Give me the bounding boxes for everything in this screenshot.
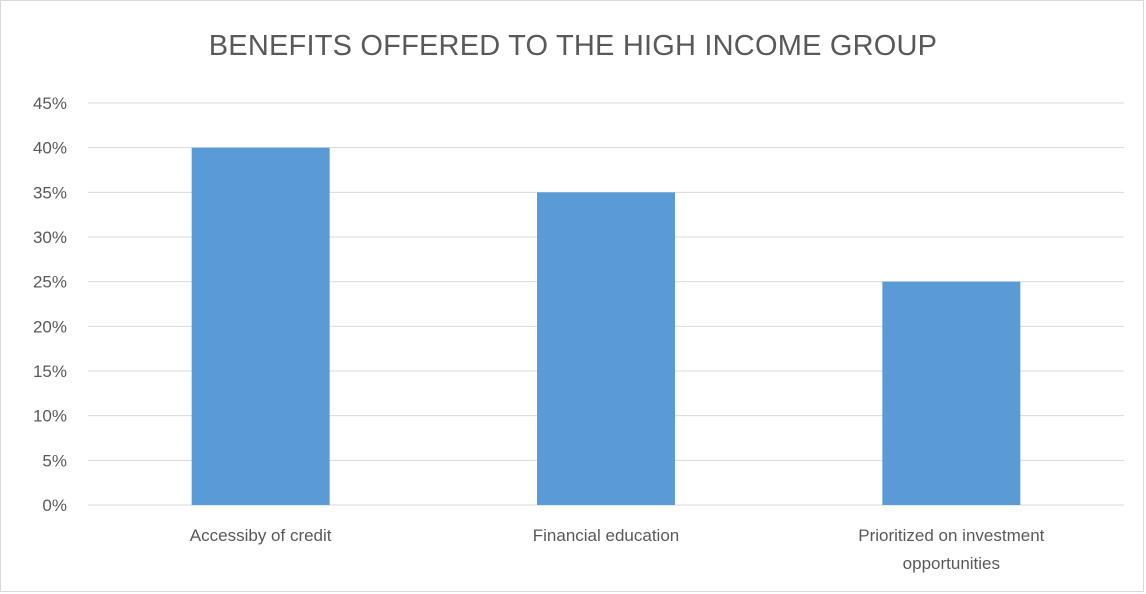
y-tick-label: 15% [33, 362, 67, 381]
x-category-label: Financial education [533, 526, 679, 545]
y-axis-ticks: 0% 5% 10% 15% 20% 25% 30% 35% 40% 45% [33, 94, 67, 515]
x-axis-labels: Accessiby of credit Financial education Pr… [190, 526, 1045, 573]
bar [537, 192, 675, 506]
x-category-label: Prioritized on investment [858, 526, 1044, 545]
y-tick-label: 35% [33, 183, 67, 202]
bars [191, 147, 1021, 506]
y-tick-label: 0% [42, 496, 67, 515]
bar [882, 281, 1021, 505]
x-category-label: Accessiby of credit [190, 526, 332, 545]
y-tick-label: 25% [33, 273, 67, 292]
y-tick-label: 20% [33, 317, 67, 336]
chart-title: BENEFITS OFFERED TO THE HIGH INCOME GROU… [208, 30, 938, 62]
y-tick-label: 10% [33, 407, 67, 426]
bar [191, 147, 330, 505]
y-tick-label: 30% [33, 228, 67, 247]
y-tick-label: 45% [33, 94, 67, 113]
y-tick-label: 40% [33, 139, 67, 158]
x-category-label: opportunities [903, 554, 1000, 573]
y-tick-label: 5% [42, 451, 67, 470]
